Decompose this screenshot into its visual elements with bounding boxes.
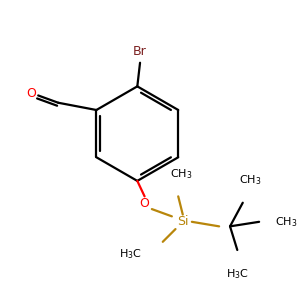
Text: Br: Br <box>133 45 147 58</box>
Text: CH$_3$: CH$_3$ <box>170 167 192 181</box>
Text: O: O <box>26 87 36 100</box>
Text: H$_3$C: H$_3$C <box>119 247 142 260</box>
Text: O: O <box>140 197 149 210</box>
Text: CH$_3$: CH$_3$ <box>239 173 261 187</box>
Text: H$_3$C: H$_3$C <box>226 267 249 281</box>
Text: Si: Si <box>177 215 188 228</box>
Text: CH$_3$: CH$_3$ <box>275 215 298 229</box>
